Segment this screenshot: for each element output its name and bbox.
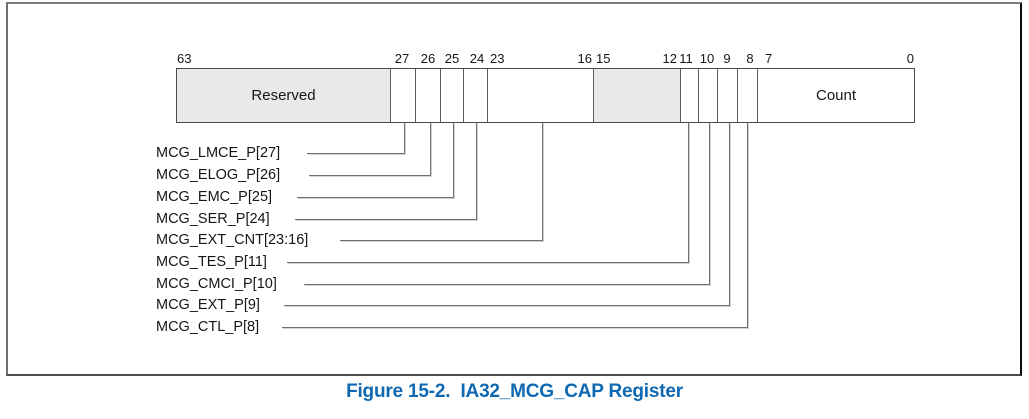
callout-label-mcg-lmce-p: MCG_LMCE_P[27]: [156, 145, 281, 161]
callout-label-mcg-ext-cnt: MCG_EXT_CNT[23:16]: [156, 232, 309, 248]
leader-line-v-bit25: [453, 123, 454, 198]
leader-line-h-bit11: [287, 262, 688, 263]
bit-label-16: 16: [577, 51, 592, 66]
field-bit-26: [416, 69, 441, 122]
figure-caption: Figure 15-2. IA32_MCG_CAP Register: [346, 381, 683, 402]
leader-line-h-bit24: [295, 219, 476, 220]
bit-label-10: 10: [699, 51, 715, 66]
callout-label-mcg-elog-p: MCG_ELOG_P[26]: [156, 167, 281, 183]
field-bit-11: [681, 69, 699, 122]
leader-line-v-bit9: [729, 123, 730, 306]
bit-label-7: 7: [765, 51, 773, 66]
leader-line-v-bit10: [709, 123, 710, 285]
leader-line-h-bit26: [309, 175, 430, 176]
leader-line-v-bit8: [747, 123, 748, 328]
bit-label-26: 26: [420, 51, 436, 66]
callout-label-mcg-cmci-p: MCG_CMCI_P[10]: [156, 276, 277, 292]
bit-label-12: 12: [662, 51, 677, 66]
callout-label-mcg-emc-p: MCG_EMC_P[25]: [156, 189, 273, 205]
bit-label-24: 24: [469, 51, 485, 66]
leader-line-h-ext-cnt: [340, 240, 542, 241]
bit-label-8: 8: [746, 51, 754, 66]
callout-label-mcg-ext-p: MCG_EXT_P[9]: [156, 297, 260, 313]
bit-label-25: 25: [444, 51, 460, 66]
field-bit-9: [718, 69, 738, 122]
field-bit-25: [441, 69, 464, 122]
field-count-7-0: Count: [758, 69, 914, 122]
callout-label-mcg-ctl-p: MCG_CTL_P[8]: [156, 319, 260, 335]
bit-label-0: 0: [906, 51, 914, 66]
leader-line-h-bit27: [307, 153, 404, 154]
leader-line-h-bit10: [304, 284, 709, 285]
leader-line-h-bit25: [297, 197, 453, 198]
field-bit-24: [464, 69, 488, 122]
leader-line-h-bit9: [284, 305, 729, 306]
field-bit-10: [699, 69, 718, 122]
bit-label-27: 27: [394, 51, 410, 66]
leader-line-v-bit11: [688, 123, 689, 263]
field-bit-27: [391, 69, 416, 122]
bit-label-11: 11: [679, 51, 693, 66]
bit-label-9: 9: [723, 51, 731, 66]
bit-label-63: 63: [177, 51, 192, 66]
bit-label-23: 23: [490, 51, 505, 66]
field-reserved-63-28: Reserved: [177, 69, 391, 122]
field-bit-8: [738, 69, 758, 122]
field-ext-cnt-23-16: [488, 69, 594, 122]
bit-label-15: 15: [596, 51, 611, 66]
register-box: Reserved Count: [176, 68, 915, 123]
leader-line-h-bit8: [282, 327, 747, 328]
figure-frame: [6, 2, 1022, 376]
field-reserved-15-12: [594, 69, 681, 122]
leader-line-v-bit26: [430, 123, 431, 176]
leader-line-v-bit24: [476, 123, 477, 220]
leader-line-v-ext-cnt: [542, 123, 543, 241]
callout-label-mcg-tes-p: MCG_TES_P[11]: [156, 254, 267, 270]
leader-line-v-bit27: [404, 123, 405, 154]
callout-label-mcg-ser-p: MCG_SER_P[24]: [156, 211, 270, 227]
